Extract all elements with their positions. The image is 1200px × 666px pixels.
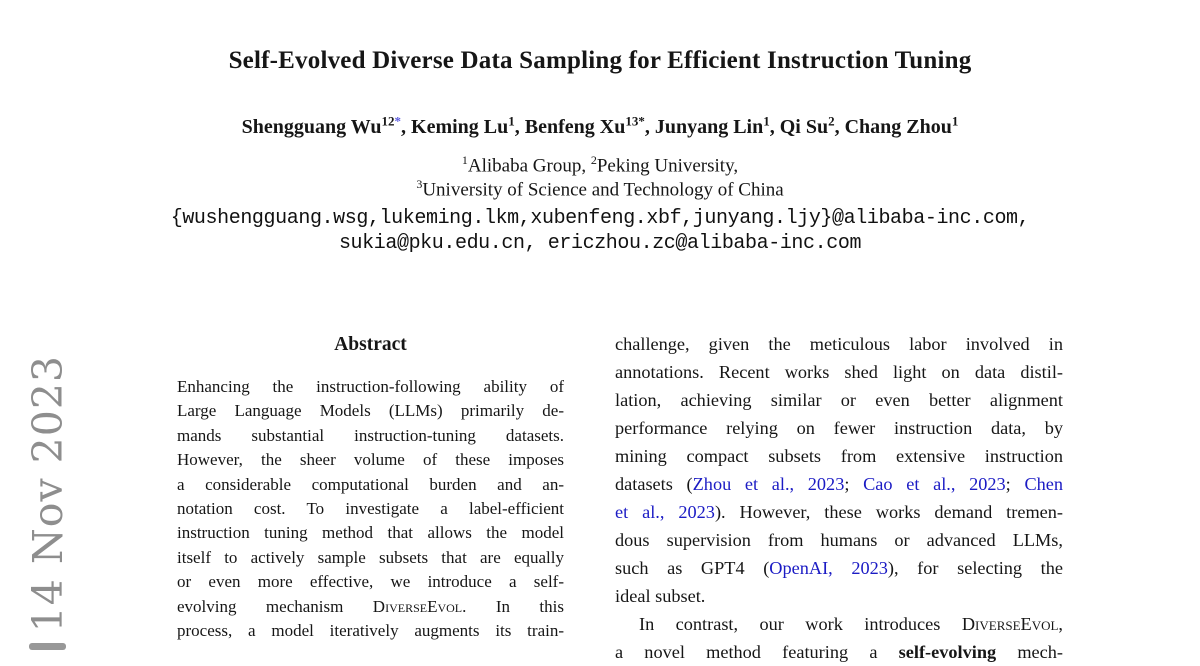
affiliation-name: University of Science and Technology of …	[422, 179, 784, 201]
arxiv-watermark-sliver	[29, 643, 66, 650]
text-segment: ), for selecting the	[887, 558, 1063, 578]
author-name: Junyang Lin	[654, 115, 764, 138]
author: Keming Lu1,	[411, 113, 525, 138]
arxiv-date-watermark: 14 Nov 2023	[24, 354, 72, 632]
intro-line: datasets (Zhou et al., 2023; Cao et al.,…	[615, 470, 1063, 498]
text-segment: 13*	[625, 113, 645, 128]
affiliation-line-2: 3University of Science and Technology of…	[0, 177, 1200, 201]
intro-line: ideal subset.	[615, 586, 706, 606]
author: Chang Zhou1	[844, 113, 959, 138]
intro-line: challenge, given the meticulous labor in…	[615, 334, 1063, 354]
author-name: Qi Su	[779, 115, 829, 138]
abstract-line: notation cost. To investigate a label-ef…	[177, 499, 564, 519]
text-segment: mech-	[996, 642, 1063, 662]
author-affil-sup: 13*	[625, 113, 645, 128]
author-name: Shengguang Wu	[241, 115, 382, 138]
author-separator: ,	[401, 115, 412, 138]
intro-line: dous supervision from humans or advanced…	[615, 530, 1063, 550]
affiliation-name: Peking University,	[596, 155, 739, 177]
author-affil-sup: 12*	[382, 113, 402, 128]
abstract-section: Abstract Enhancing the instruction-follo…	[177, 334, 564, 643]
authors-line: Shengguang Wu12*, Keming Lu1, Benfeng Xu…	[0, 113, 1200, 139]
introduction-column: challenge, given the meticulous labor in…	[615, 330, 1063, 666]
abstract-line: However, the sheer volume of these impos…	[177, 450, 564, 470]
citation-link[interactable]: OpenAI, 2023	[769, 558, 888, 578]
text-segment: 1	[951, 113, 959, 128]
citation-link[interactable]: Chen	[1024, 474, 1063, 494]
author-separator: ,	[769, 115, 780, 138]
text-segment: ). However, these works demand tremen-	[714, 502, 1063, 522]
affiliation-sup: 2	[590, 153, 597, 167]
abstract-line: itself to actively sample subsets that a…	[177, 547, 564, 567]
abstract-line: instruction tuning method that allows th…	[177, 523, 564, 543]
citation-link[interactable]: Zhou et al., 2023	[692, 474, 845, 494]
affiliation-sup: 1	[461, 153, 468, 167]
author: Benfeng Xu13*,	[524, 113, 655, 138]
text-segment: a novel method featuring a	[615, 642, 899, 662]
abstract-line: or even more effective, we introduce a s…	[177, 572, 564, 592]
method-name-smallcaps: DiverseEvol	[372, 596, 463, 616]
text-segment: evolving mechanism	[177, 596, 373, 616]
intro-line: mining compact subsets from extensive in…	[615, 446, 1063, 466]
text-segment: ;	[844, 474, 864, 494]
method-name-smallcaps: DiverseEvol	[961, 614, 1059, 634]
author-name: Chang Zhou	[844, 115, 952, 138]
abstract-heading: Abstract	[334, 334, 407, 355]
author-affil-sup: 1	[508, 113, 515, 128]
intro-line: annotations. Recent works shed light on …	[615, 362, 1063, 382]
author: Qi Su2,	[779, 113, 845, 138]
author-affil-sup: 1	[952, 113, 959, 128]
paper-title: Self-Evolved Diverse Data Sampling for E…	[228, 47, 972, 74]
email-line-2: sukia@pku.edu.cn, ericzhou.zc@alibaba-in…	[338, 232, 862, 255]
bold-text-segment: self-evolving	[898, 642, 997, 662]
author-separator: ,	[644, 115, 655, 138]
footnote-star-link[interactable]: *	[394, 113, 402, 128]
text-segment: such as GPT4 (	[615, 558, 770, 578]
author-name: Keming Lu	[411, 115, 509, 138]
intro-line: et al., 2023). However, these works dema…	[615, 498, 1063, 526]
citation-link[interactable]: Cao et al., 2023	[863, 474, 1006, 494]
text-segment: ;	[1005, 474, 1025, 494]
text-segment: 1	[508, 113, 515, 128]
author: Junyang Lin1,	[654, 113, 780, 138]
text-segment: In contrast, our work introduces	[639, 614, 962, 634]
text-segment: ,	[1058, 614, 1063, 634]
author-affil-sup: 1	[763, 113, 770, 128]
text-segment: . In this	[462, 596, 564, 616]
affiliation-name: Alibaba Group,	[467, 155, 591, 177]
abstract-line: mands substantial instruction-tuning dat…	[177, 425, 564, 445]
intro-line: In contrast, our work introduces Diverse…	[615, 610, 1063, 638]
intro-line: performance relying on fewer instruction…	[615, 418, 1063, 438]
affiliation-sup: 3	[416, 177, 423, 191]
intro-line: a novel method featuring a self-evolving…	[615, 638, 1063, 666]
text-segment: 2	[828, 113, 835, 128]
intro-line: such as GPT4 (OpenAI, 2023), for selecti…	[615, 554, 1063, 582]
author: Shengguang Wu12*,	[241, 113, 412, 138]
abstract-line: process, a model iteratively augments it…	[177, 621, 564, 641]
abstract-line: Enhancing the instruction-following abil…	[177, 377, 564, 396]
text-segment: datasets (	[615, 474, 693, 494]
paper-page: 14 Nov 2023 Self-Evolved Diverse Data Sa…	[0, 47, 1200, 662]
author-affil-sup: 2	[828, 113, 835, 128]
author-separator: ,	[834, 115, 845, 138]
author-name: Benfeng Xu	[524, 115, 626, 138]
text-segment: 1	[763, 113, 770, 128]
text-segment: 12	[381, 113, 395, 128]
abstract-line: evolving mechanism DiverseEvol. In this	[177, 595, 564, 619]
intro-line: lation, achieving similar or even better…	[615, 390, 1063, 410]
author-separator: ,	[514, 115, 525, 138]
email-line-1: {wushengguang.wsg,lukeming.lkm,xubenfeng…	[170, 207, 1030, 230]
abstract-line: a considerable computational burden and …	[177, 474, 564, 494]
abstract-line: Large Language Models (LLMs) primarily d…	[177, 401, 564, 421]
citation-link[interactable]: et al., 2023	[615, 502, 715, 522]
affiliation-line-1: 1Alibaba Group, 2Peking University,	[0, 153, 1200, 177]
